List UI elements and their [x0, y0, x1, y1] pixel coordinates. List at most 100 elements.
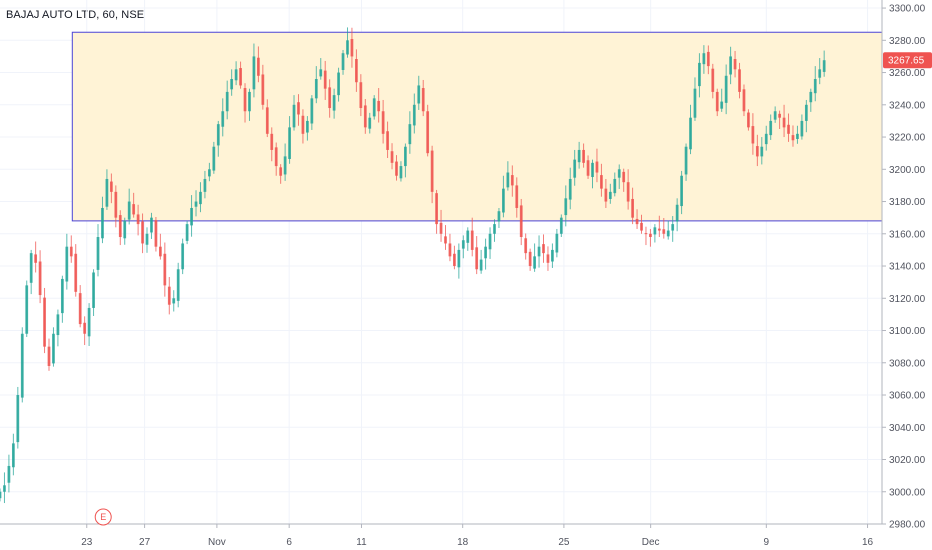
time-tick-label: Nov: [208, 537, 226, 548]
price-tick-label: 3200.00: [889, 165, 926, 176]
candle-body: [573, 159, 577, 178]
price-tick-label: 3080.00: [889, 358, 926, 369]
candle-body: [448, 243, 452, 257]
candle-body: [421, 88, 425, 112]
candle-body: [635, 218, 639, 225]
candle-body: [181, 243, 185, 270]
candle-body: [546, 254, 550, 263]
candle-body: [118, 215, 122, 238]
candle-body: [87, 307, 91, 337]
candle-body: [234, 69, 238, 81]
candle-body: [323, 70, 327, 89]
candle-body: [773, 111, 777, 120]
candle-body: [684, 146, 688, 175]
price-tick-label: 3240.00: [889, 100, 926, 111]
candle-body: [381, 111, 385, 134]
candle-body: [127, 201, 131, 220]
candle-body: [680, 175, 683, 207]
resistance-zone[interactable]: [71, 31, 883, 222]
candle-body: [65, 246, 69, 282]
time-tick-label: 9: [764, 537, 770, 548]
price-tick-label: 3040.00: [889, 423, 926, 434]
candle-body: [782, 117, 786, 128]
candle-body: [457, 249, 461, 268]
candle-body: [720, 101, 724, 109]
candle-body: [444, 236, 447, 244]
candle-body: [653, 227, 657, 235]
candle-body: [145, 233, 149, 245]
candle-body: [301, 115, 305, 134]
candle-body: [461, 240, 465, 249]
candle-body: [105, 178, 109, 207]
candle-body: [69, 246, 73, 257]
candle-body: [551, 249, 554, 262]
candle-body: [0, 491, 2, 499]
price-tick-label: 3180.00: [889, 197, 926, 208]
candle-body: [283, 156, 287, 175]
price-tick-label: 3120.00: [889, 294, 926, 305]
candle-body: [274, 147, 278, 167]
candle-body: [591, 162, 594, 178]
candle-body: [212, 146, 216, 171]
candle-body: [185, 224, 189, 241]
candle-body: [408, 124, 412, 145]
candle-body: [332, 95, 336, 111]
candle-body: [604, 188, 608, 202]
price-tick-label: 3000.00: [889, 487, 926, 498]
candle-body: [52, 333, 55, 364]
price-tick-label: 3100.00: [889, 326, 926, 337]
candles: [0, 27, 826, 504]
price-tick-label: 3260.00: [889, 68, 926, 79]
candle-body: [208, 169, 211, 177]
candle-body: [314, 79, 318, 99]
candle-body: [470, 230, 474, 250]
candle-body: [225, 91, 229, 112]
candle-body: [132, 204, 136, 215]
candle-body: [479, 259, 483, 271]
candle-body: [649, 233, 652, 238]
candle-body: [359, 82, 363, 109]
candle-body: [524, 238, 528, 254]
candle-body: [78, 293, 82, 325]
time-tick-label: 11: [356, 537, 367, 548]
time-axis[interactable]: 23 27 Nov 6 11 18 25 Dec 9 16: [81, 524, 874, 548]
candle-body: [404, 146, 407, 167]
candle-body: [368, 117, 372, 129]
candle-body: [453, 253, 456, 267]
candle-body: [675, 204, 679, 222]
candle-body: [564, 198, 568, 216]
candle-body: [488, 233, 492, 250]
earnings-event-marker[interactable]: E: [94, 508, 112, 526]
candle-body: [698, 62, 701, 87]
candle-body: [123, 220, 127, 239]
candle-body: [738, 69, 741, 92]
candle-body: [475, 247, 479, 270]
candle-body: [355, 59, 358, 83]
candle-body: [608, 191, 612, 199]
candle-body: [435, 193, 438, 225]
candle-body: [319, 69, 323, 77]
candle-body: [542, 244, 545, 254]
candle-body: [377, 100, 381, 112]
candle-body: [252, 56, 256, 90]
candle-body: [221, 111, 225, 127]
candle-body: [341, 53, 345, 70]
candle-body: [136, 214, 140, 225]
price-tick-label: 3220.00: [889, 133, 926, 144]
candle-body: [689, 117, 692, 150]
last-price-label: 3267.65: [888, 56, 925, 67]
candle-body: [270, 133, 274, 150]
candle-body: [199, 191, 202, 205]
candle-body: [328, 87, 332, 109]
candle-body: [613, 178, 617, 194]
price-axis[interactable]: 2980.00 3000.00 3020.00 3040.00 3060.00 3080.…: [882, 4, 926, 531]
candle-body: [533, 256, 536, 269]
last-price-badge: [883, 52, 932, 69]
candle-body: [724, 75, 728, 103]
candle-body: [622, 171, 626, 183]
candle-body: [306, 120, 309, 133]
candle-body: [60, 278, 64, 314]
candle-body: [297, 102, 300, 115]
candle-body: [101, 207, 104, 239]
